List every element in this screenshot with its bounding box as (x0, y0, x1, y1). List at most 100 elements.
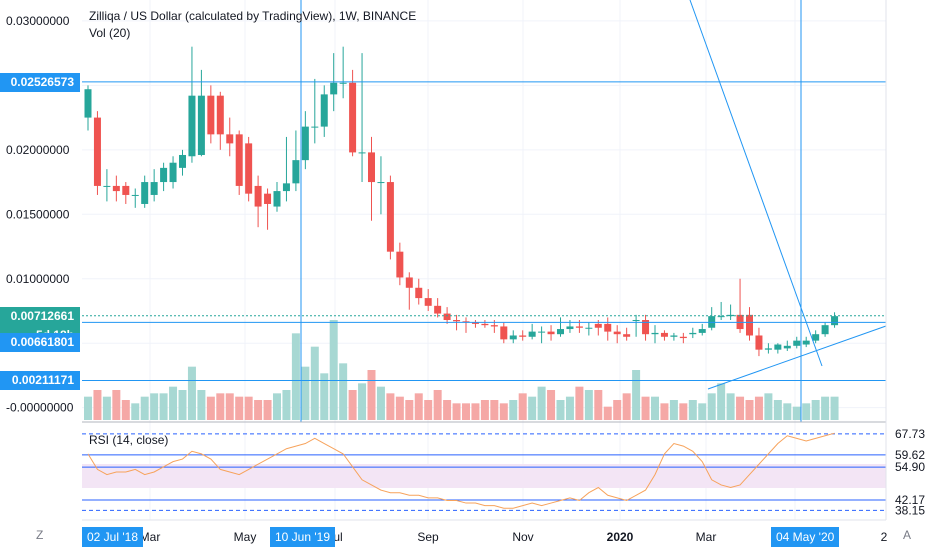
candle-body (84, 89, 92, 118)
rsi-tick-label: 54.90 (895, 460, 925, 474)
volume-bar (509, 400, 518, 420)
volume-bar (651, 396, 659, 420)
price-tick-label: 0.01500000 (6, 207, 70, 221)
candle-body (292, 160, 300, 184)
candle-body (339, 82, 347, 84)
volume-bar (632, 370, 641, 420)
candle-body (112, 185, 120, 192)
candle-body (519, 335, 527, 337)
time-tag-start: 02 Jul '18 (82, 527, 143, 547)
candle-body (197, 95, 205, 155)
volume-bar (707, 393, 716, 420)
volume-bar (376, 386, 385, 420)
price-tick-label: 0.01000000 (6, 272, 70, 286)
volume-bar (433, 390, 442, 420)
candle-body (783, 345, 791, 349)
candle-body (434, 305, 442, 314)
rsi-level-lines (82, 433, 886, 511)
candle-body (471, 322, 479, 324)
volume-bar (811, 400, 820, 420)
volume-bar (499, 403, 508, 420)
candle-body (490, 325, 498, 327)
volume-bar (424, 400, 433, 420)
volume-bar (802, 403, 811, 420)
candle-body (746, 314, 753, 336)
volume-bar (84, 396, 92, 420)
volume-bar (641, 396, 650, 420)
candle-body (141, 182, 149, 204)
rsi-title: RSI (14, close) (89, 433, 169, 447)
candle-body (689, 332, 697, 335)
price-tick-label: 0.03000000 (6, 14, 70, 28)
volume-bar (575, 386, 584, 420)
volume-bar (216, 393, 225, 420)
volume-bar (792, 406, 801, 420)
candle-body (793, 340, 801, 346)
volume-label: Vol (20) (89, 26, 131, 40)
volume-bar (367, 370, 376, 420)
time-axis-label: Mar (140, 530, 161, 544)
volume-bar (178, 390, 187, 420)
volume-bar (556, 400, 565, 420)
candle-body (660, 332, 668, 337)
volume-bar (329, 320, 338, 420)
volume-bar (121, 400, 130, 420)
candle-body (93, 117, 101, 186)
candle-body (207, 95, 215, 135)
candle-body (538, 331, 546, 333)
candle-body (216, 95, 224, 135)
candle-body (282, 183, 290, 192)
candle-body (415, 287, 423, 299)
candle-body (405, 277, 413, 288)
volume-bar (169, 386, 178, 420)
volume-bar (471, 403, 480, 420)
candle-body (802, 340, 810, 345)
volume-bar (225, 393, 234, 420)
candle-body (481, 323, 489, 326)
volume-bar (235, 396, 244, 420)
volume-bar (395, 396, 404, 420)
zoom-icon[interactable]: Z (36, 528, 44, 542)
candle-body (528, 331, 536, 337)
candle-body (632, 320, 640, 322)
price-tick-label: -0.00000000 (6, 401, 74, 415)
volume-bar (547, 390, 556, 420)
volume-bar (565, 396, 574, 420)
volume-bar (754, 396, 763, 420)
candle-body (424, 298, 432, 306)
candle-body (245, 143, 253, 194)
volume-bar (443, 400, 452, 420)
candle-body (717, 316, 725, 318)
volume-bar (726, 393, 735, 420)
volume-bar (622, 393, 631, 420)
rsi-line (87, 432, 835, 509)
rsi-tick-label: 42.17 (895, 493, 925, 507)
candle-body (774, 344, 782, 350)
volume-bar (405, 400, 414, 420)
candle-body (651, 332, 659, 335)
candle-body (235, 134, 243, 186)
auto-scale-icon[interactable]: A (903, 528, 912, 542)
candle-body (179, 154, 186, 168)
volume-bar (414, 393, 423, 420)
volume-bar (112, 390, 121, 420)
time-axis-label: May (234, 530, 257, 544)
candle-body (160, 167, 168, 183)
volume-bar (736, 396, 745, 420)
volume-bar (764, 393, 773, 420)
volume-bar (830, 396, 839, 420)
candle-body (642, 320, 650, 335)
volume-bar (698, 403, 707, 420)
candle-body (566, 326, 574, 330)
price-tick-label: 0.02000000 (6, 143, 70, 157)
volume-bar (679, 403, 688, 420)
time-tag-current: 04 May '20 (771, 527, 840, 547)
time-axis-label: Sep (417, 530, 439, 544)
volume-bar (688, 400, 697, 420)
time-tag-crosshair: 10 Jun '19 (270, 527, 336, 547)
volume-bar (480, 400, 489, 420)
volume-bar (717, 383, 726, 420)
trendlines[interactable] (82, 0, 887, 422)
